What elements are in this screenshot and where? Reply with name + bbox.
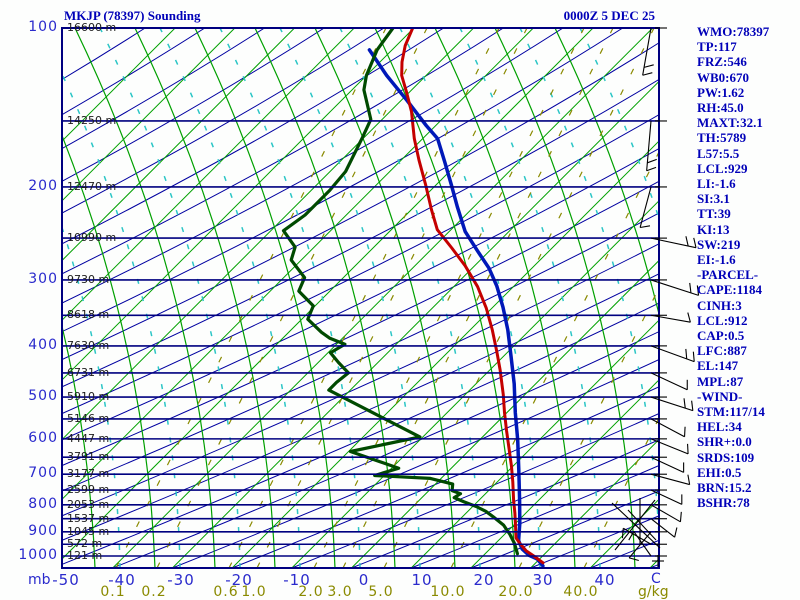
mix-tick-label: 0.6: [213, 584, 239, 600]
mix-tick-label: 40.0: [563, 584, 599, 600]
index-line: STM:117/14: [697, 404, 765, 420]
height-label: 1045 m: [67, 525, 110, 538]
pressure-unit-label: mb: [28, 572, 51, 588]
index-line: SHR+:0.0: [697, 434, 752, 450]
index-line: LI:-1.6: [697, 176, 736, 192]
height-label: 3791 m: [67, 450, 110, 463]
index-line: -PARCEL-: [697, 267, 759, 283]
index-line: CAPE:1184: [697, 282, 762, 298]
height-label: 7630 m: [67, 339, 110, 352]
pressure-label: 1000: [18, 547, 58, 563]
mix-tick-label: 3.0: [327, 584, 353, 600]
index-line: EI:-1.6: [697, 252, 736, 268]
index-line: EHI:0.5: [697, 464, 742, 480]
index-line: -WIND-: [697, 388, 743, 404]
index-line: MPL:87: [697, 373, 744, 389]
index-line: WB0:670: [697, 69, 749, 85]
mix-unit-label: g/kg: [638, 584, 669, 600]
index-line: HEL:34: [697, 419, 742, 435]
temp-tick-label: 0: [358, 571, 370, 589]
index-line: EL:147: [697, 358, 739, 374]
temp-tick-label: 30: [532, 571, 554, 589]
temp-tick-label: 40: [594, 571, 616, 589]
index-line: LFC:887: [697, 343, 747, 359]
index-line: PW:1.62: [697, 84, 745, 100]
pressure-label: 800: [28, 496, 58, 512]
pressure-label: 900: [28, 523, 58, 539]
index-line: LCL:929: [697, 160, 748, 176]
temp-tick-label: -20: [225, 571, 253, 589]
temp-tick-label: 20: [473, 571, 495, 589]
height-label: 121 m: [67, 549, 103, 562]
height-label: 3177 m: [67, 467, 110, 480]
index-line: SW:219: [697, 236, 741, 252]
index-line: MAXT:32.1: [697, 115, 763, 131]
pressure-label: 400: [28, 337, 58, 353]
index-line: FRZ:546: [697, 54, 747, 70]
index-line: SRDS:109: [697, 449, 755, 465]
height-label: 12470 m: [67, 180, 117, 193]
index-line: TH:5789: [697, 130, 747, 146]
index-line: RH:45.0: [697, 100, 744, 116]
index-line: BRN:15.2: [697, 480, 752, 496]
index-line: CAP:0.5: [697, 328, 745, 344]
temp-tick-label: -30: [167, 571, 195, 589]
pressure-label: 300: [28, 271, 58, 287]
height-label: 2599 m: [67, 483, 110, 496]
mix-tick-label: 10.0: [430, 584, 466, 600]
pressure-label: 200: [28, 178, 58, 194]
height-label: 9730 m: [67, 273, 110, 286]
pressure-label: 500: [28, 388, 58, 404]
temp-tick-label: -10: [283, 571, 311, 589]
height-label: 572 m: [67, 537, 103, 550]
height-label: 6731 m: [67, 366, 110, 379]
height-label: 2053 m: [67, 498, 110, 511]
mix-tick-label: 20.0: [498, 584, 534, 600]
pressure-label: 600: [28, 430, 58, 446]
height-label: 4447 m: [67, 432, 110, 445]
index-line: TT:39: [697, 206, 731, 222]
index-line: LCL:912: [697, 312, 748, 328]
index-line: SI:3.1: [697, 191, 730, 207]
height-label: 5146 m: [67, 412, 110, 425]
index-line: BSHR:78: [697, 495, 750, 511]
height-label: 14250 m: [67, 114, 117, 127]
mix-tick-label: 5.0: [368, 584, 394, 600]
mix-tick-label: 0.2: [141, 584, 167, 600]
valid-datetime: 0000Z 5 DEC 25: [563, 8, 655, 23]
index-line: KI:13: [697, 221, 730, 237]
pressure-label: 100: [28, 19, 58, 35]
mix-tick-label: 1.0: [241, 584, 267, 600]
index-line: TP:117: [697, 39, 737, 55]
temp-tick-label: 10: [411, 571, 433, 589]
mix-tick-label: 0.1: [100, 584, 126, 600]
temp-tick-label: -50: [52, 571, 80, 589]
height-label: 10990 m: [67, 231, 117, 244]
indices-panel: WMO:78397 TP:117 FRZ:546 WB0:670 PW:1.62 RH:4…: [697, 24, 769, 511]
index-line: CINH:3: [697, 297, 742, 313]
height-label: 8618 m: [67, 308, 110, 321]
height-label: 5910 m: [67, 390, 110, 403]
height-label: 1537 m: [67, 512, 110, 525]
mix-tick-label: 2.0: [298, 584, 324, 600]
temp-unit-label: C: [651, 571, 661, 587]
pressure-label: 700: [28, 465, 58, 481]
index-line: WMO:78397: [697, 24, 770, 39]
height-label: 16600 m: [67, 21, 117, 34]
index-line: L57:5.5: [697, 145, 740, 161]
temp-tick-label: -40: [108, 571, 136, 589]
page-title: MKJP (78397) Sounding: [64, 8, 201, 23]
